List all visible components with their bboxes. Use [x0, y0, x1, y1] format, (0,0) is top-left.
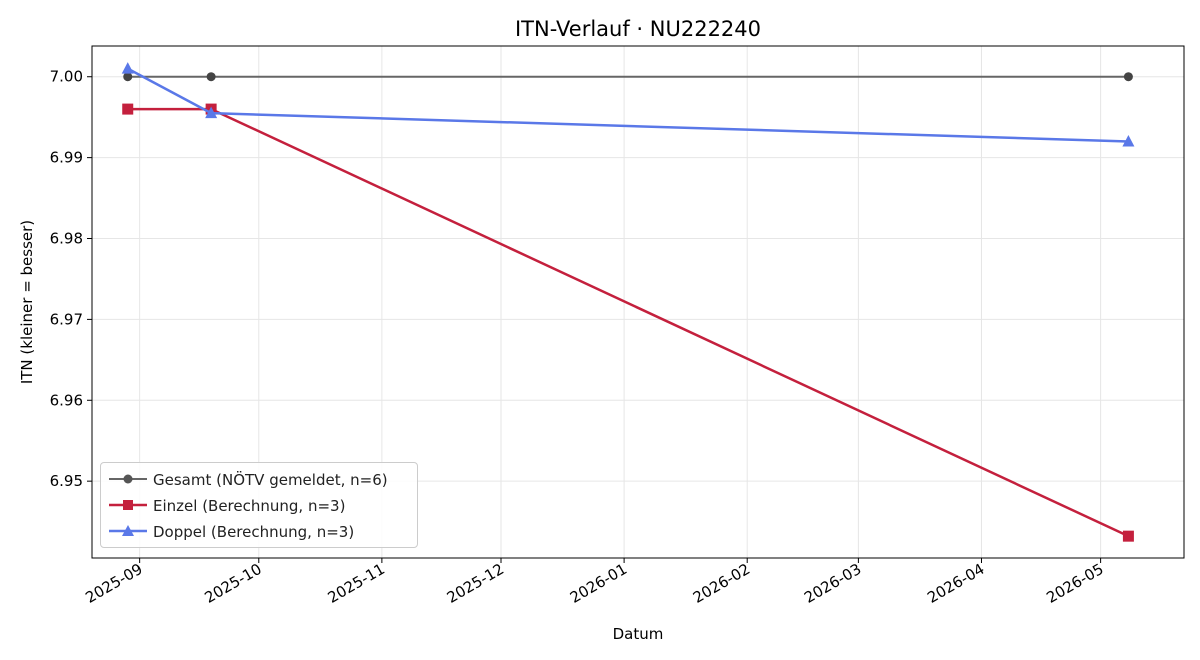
legend-label-doppel: Doppel (Berechnung, n=3) [153, 523, 355, 541]
legend: Gesamt (NÖTV gemeldet, n=6) Einzel (Bere… [100, 462, 418, 548]
y-tick-label: 6.97 [50, 310, 83, 328]
y-tick-label: 6.95 [50, 472, 83, 490]
series-doppel [121, 62, 1135, 147]
y-tick-label: 6.99 [50, 149, 83, 167]
data-point [1122, 134, 1135, 147]
data-point [1122, 530, 1134, 542]
legend-item-doppel: Doppel (Berechnung, n=3) [101, 519, 417, 543]
x-axis: 2025-09 2025-10 2025-11 2025-12 2026-01 2026-… [82, 558, 1107, 607]
series-line-doppel [127, 67, 1129, 143]
y-axis-label: ITN (kleiner = besser) [18, 220, 36, 384]
legend-swatch-gesamt [109, 474, 147, 484]
legend-label-gesamt: Gesamt (NÖTV gemeldet, n=6) [153, 471, 388, 489]
data-point [121, 62, 134, 74]
series-gesamt [123, 72, 1133, 82]
legend-swatch-einzel [109, 500, 147, 510]
data-point [123, 72, 133, 82]
x-tick-label: 2026-01 [567, 560, 630, 607]
x-tick-label: 2025-09 [82, 560, 145, 607]
legend-item-gesamt: Gesamt (NÖTV gemeldet, n=6) [101, 467, 417, 491]
x-tick-label: 2026-02 [690, 560, 753, 607]
legend-item-einzel: Einzel (Berechnung, n=3) [101, 493, 417, 517]
x-axis-label: Datum [613, 625, 664, 643]
data-point [122, 103, 134, 115]
chart-title: ITN-Verlauf · NU222240 [515, 17, 761, 41]
x-tick-label: 2025-12 [444, 560, 507, 607]
data-point [206, 72, 216, 82]
plot-area-frame [91, 45, 1185, 559]
series-layer [121, 62, 1135, 542]
x-tick-label: 2026-05 [1043, 560, 1106, 607]
y-tick-label: 6.98 [50, 230, 83, 248]
data-point [205, 106, 218, 119]
data-point [1123, 72, 1133, 82]
x-tick-label: 2026-04 [924, 560, 987, 607]
legend-swatch-doppel [109, 525, 147, 536]
y-tick-label: 6.96 [50, 391, 83, 409]
y-axis: 6.95 6.96 6.97 6.98 6.99 7.00 [50, 68, 92, 490]
y-tick-label: 7.00 [50, 68, 83, 86]
x-tick-label: 2026-03 [801, 560, 864, 607]
x-tick-label: 2025-11 [325, 560, 388, 607]
x-tick-label: 2025-10 [201, 560, 264, 607]
legend-label-einzel: Einzel (Berechnung, n=3) [153, 497, 346, 515]
